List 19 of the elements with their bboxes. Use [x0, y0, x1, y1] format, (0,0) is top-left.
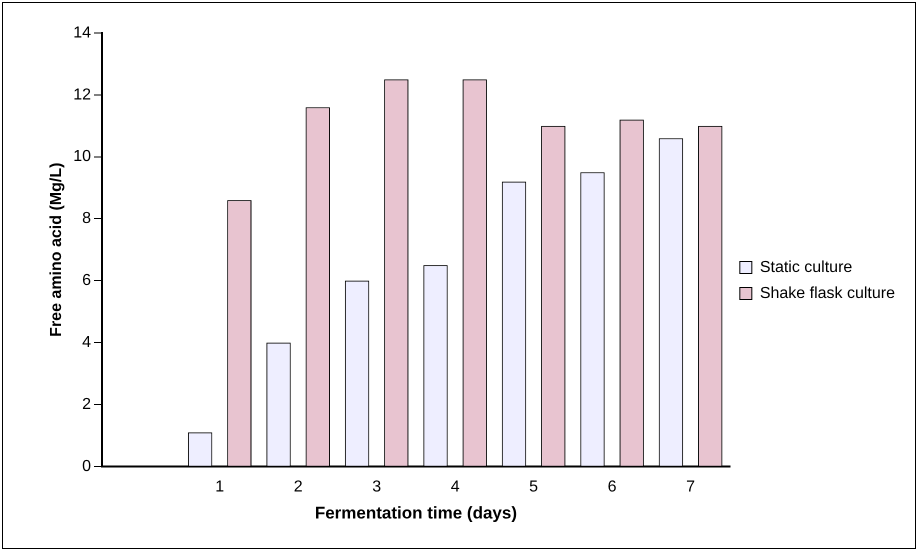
y-axis-title: Free amino acid (Mg/L) — [48, 162, 66, 337]
y-tick-label: 12 — [73, 86, 92, 104]
y-tick-label: 10 — [73, 148, 92, 166]
x-tick-label: 5 — [529, 478, 538, 496]
legend-label: Static culture — [760, 258, 852, 276]
x-tick-label: 4 — [450, 478, 460, 496]
x-tick-label: 2 — [294, 478, 303, 496]
x-tick-label: 1 — [215, 478, 224, 496]
x-tick-label: 6 — [608, 478, 617, 496]
y-tick-label: 8 — [82, 210, 92, 228]
x-axis-title: Fermentation time (days) — [314, 503, 517, 522]
y-tick-label: 0 — [82, 458, 92, 475]
y-tick-label: 6 — [82, 272, 92, 290]
y-tick-label: 4 — [82, 334, 92, 351]
x-tick-label: 3 — [372, 478, 382, 496]
y-tick-label: 14 — [73, 24, 92, 42]
x-tick-label: 7 — [686, 478, 696, 496]
legend-label: Shake flask culture — [760, 284, 896, 302]
y-tick-label: 2 — [82, 396, 92, 413]
